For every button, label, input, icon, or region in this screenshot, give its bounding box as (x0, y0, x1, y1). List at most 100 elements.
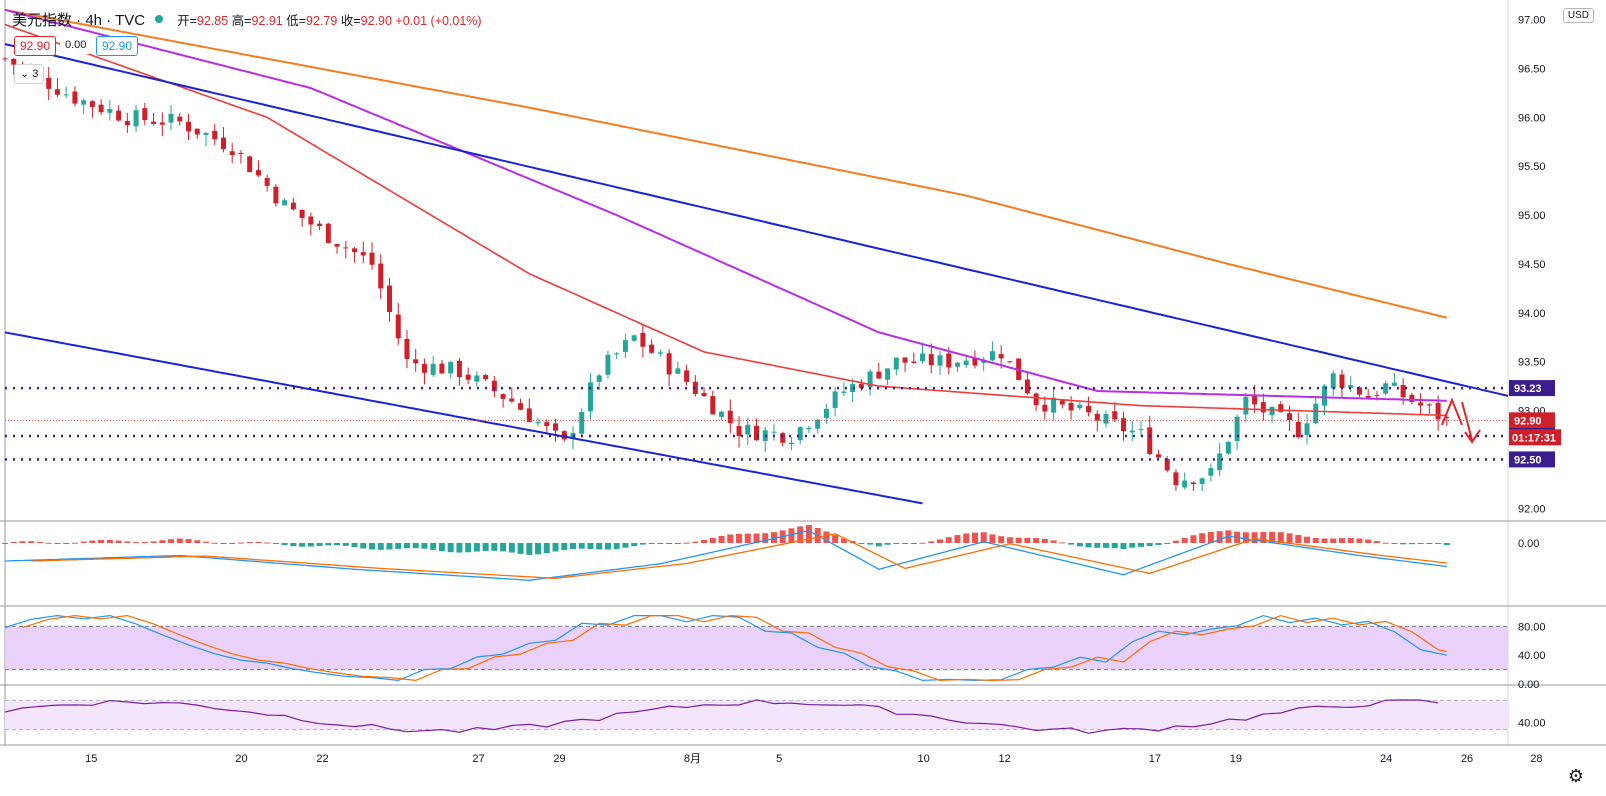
candle-body (142, 108, 148, 121)
arrow-up-drawing (1441, 397, 1463, 426)
gear-icon[interactable]: ⚙ (1567, 766, 1584, 786)
macd-bar (54, 543, 61, 544)
candle-body (124, 121, 130, 126)
candle-body (1287, 413, 1293, 421)
macd-bar (998, 536, 1005, 543)
change-value: +0.01 (+0.01%) (395, 13, 482, 28)
macd-bar (1330, 538, 1337, 543)
candle-body (954, 362, 960, 367)
candle-body (282, 200, 288, 206)
macd-bar (1417, 543, 1424, 544)
candle-body (1418, 402, 1424, 406)
currency-button[interactable]: USD (1562, 8, 1594, 23)
macd-bar (552, 543, 559, 552)
macd-bar (28, 541, 35, 543)
candle-body (1086, 405, 1092, 413)
macd-bar (1260, 531, 1267, 543)
candle-body (561, 431, 567, 440)
candle-body (1356, 387, 1362, 395)
time-tick-10: 19 (1230, 753, 1242, 765)
price-label-1: 92.90 (1514, 415, 1542, 427)
macd-bar (1356, 538, 1363, 543)
macd-bar (1076, 543, 1083, 547)
macd-bar (430, 543, 437, 550)
macd-bar (290, 543, 297, 547)
stoch-band (5, 626, 1508, 670)
ohlc-readout: 开=92.85 高=92.91 低=92.79 收=92.90 +0.01 (+… (177, 10, 481, 29)
trendline-lower (4, 331, 923, 505)
macd-bar (805, 525, 812, 543)
candle-body (474, 375, 480, 382)
close-label: 收= (340, 13, 361, 28)
macd-bar (639, 543, 646, 545)
candle-body (666, 353, 672, 375)
candle-body (832, 391, 838, 408)
candle-body (1094, 413, 1100, 421)
candle-body (1068, 402, 1074, 411)
candle-body (81, 100, 87, 105)
candle-body (194, 128, 200, 135)
macd-bar (106, 539, 113, 543)
macd-bar (753, 533, 760, 543)
candle-body (1426, 404, 1432, 406)
close-value: 92.90 (360, 13, 392, 28)
macd-bar (255, 541, 262, 543)
macd-bar (744, 533, 751, 543)
macd-bar (1190, 535, 1197, 543)
candle-body (657, 352, 663, 354)
ma-purple-line (4, 8, 1447, 402)
candle-body (72, 91, 78, 104)
macd-bar (1207, 531, 1214, 543)
candle-body (1295, 421, 1301, 438)
macd-bar (683, 542, 690, 544)
macd-bar (159, 540, 166, 543)
ma-badge-red: 92.90 (14, 36, 57, 56)
candle-body (369, 252, 375, 265)
candle-body (876, 371, 882, 379)
symbol-title[interactable]: 美元指数 · 4h · TVC (12, 11, 146, 29)
macd-bar (657, 543, 664, 544)
candle-body (1059, 400, 1065, 405)
macd-bar (674, 543, 681, 544)
candle-body (1400, 384, 1406, 398)
candle-body (308, 216, 314, 225)
indicator-count: 3 (32, 68, 39, 80)
symbol-header: 美元指数 · 4h · TVC 开=92.85 高=92.91 低=92.79 … (12, 8, 482, 30)
open-label: 开= (177, 13, 197, 28)
candle-body (989, 351, 995, 361)
macd-bar (1338, 538, 1345, 543)
candle-body (1339, 374, 1345, 388)
candle-body (1129, 430, 1135, 433)
candle-body (54, 89, 60, 95)
macd-bar (403, 543, 410, 549)
price-tick-2: 96.00 (1518, 112, 1546, 124)
macd-bar (150, 541, 157, 543)
macd-bar (211, 542, 218, 544)
macd-bar (910, 543, 917, 544)
candle-body (1051, 397, 1057, 413)
collapse-indicators-button[interactable]: ⌄ 3 (14, 64, 45, 84)
candle-body (535, 422, 541, 424)
candle-body (290, 202, 296, 210)
candle-body (1225, 441, 1231, 454)
high-label: 高= (231, 13, 252, 28)
candle-body (823, 408, 829, 418)
macd-bar (526, 543, 533, 555)
candle-body (186, 121, 192, 132)
candle-body (98, 104, 104, 113)
price-tick-7: 93.50 (1518, 357, 1546, 369)
macd-bar (561, 543, 568, 551)
candle-body (1217, 453, 1223, 471)
macd-bar (1068, 543, 1075, 545)
candle-body (1033, 393, 1039, 406)
candle-body (107, 109, 113, 113)
macd-bar (1172, 540, 1179, 543)
candle-body (1435, 402, 1441, 420)
macd-bar (456, 543, 463, 553)
macd-bar (613, 543, 620, 549)
macd-bar (272, 543, 279, 544)
candle-body (570, 432, 576, 439)
candle-body (1182, 480, 1188, 488)
macd-bar (89, 540, 96, 543)
